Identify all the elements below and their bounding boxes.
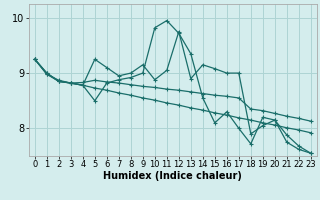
X-axis label: Humidex (Indice chaleur): Humidex (Indice chaleur) bbox=[103, 171, 242, 181]
